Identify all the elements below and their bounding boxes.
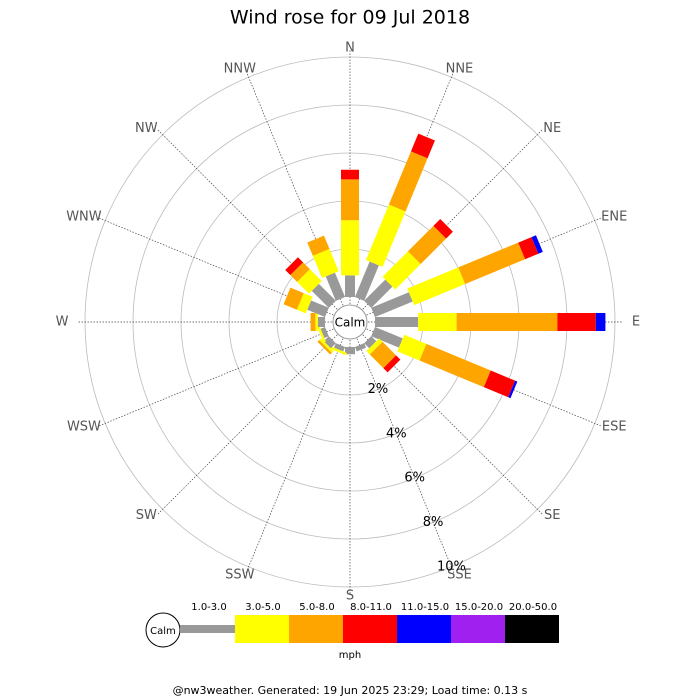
wind-bar <box>508 380 518 399</box>
wind-bar <box>317 317 325 327</box>
wind-bar <box>595 313 606 331</box>
direction-label: ENE <box>601 210 627 225</box>
ring-label: 2% <box>368 382 389 397</box>
wind-bar <box>311 283 336 308</box>
legend-calm-label: Calm <box>150 626 176 637</box>
wind-bar <box>382 251 421 290</box>
wind-bar <box>315 313 318 331</box>
wind-bar <box>307 235 330 256</box>
direction-label: NNE <box>446 61 474 76</box>
wind-bar <box>283 287 304 310</box>
direction-label: NW <box>135 121 158 136</box>
direction-label: SSW <box>225 568 255 583</box>
wind-bar <box>297 269 322 294</box>
legend-label: 8.0-11.0 <box>350 602 392 613</box>
direction-label: NE <box>543 121 561 136</box>
footer: @nw3weather. Generated: 19 Jun 2025 23:2… <box>173 684 528 697</box>
legend-label: 15.0-20.0 <box>455 602 503 613</box>
calm-circle <box>332 304 368 340</box>
ring-label: 8% <box>423 515 444 530</box>
wind-bar <box>419 343 491 388</box>
legend-swatch <box>343 615 397 643</box>
wind-bar <box>345 275 355 297</box>
wind-bar <box>369 341 397 369</box>
wind-bar <box>483 370 516 398</box>
wind-bar <box>341 169 359 180</box>
wind-bar <box>383 355 401 373</box>
wind-bar <box>388 151 428 212</box>
wind-bar <box>345 347 355 355</box>
wind-bar <box>329 346 347 356</box>
legend-label: 3.0-5.0 <box>245 602 280 613</box>
legend-swatch <box>180 625 235 633</box>
legend-swatch <box>451 615 505 643</box>
calm-label: Calm <box>335 316 366 330</box>
legend-swatch <box>235 615 289 643</box>
wind-bar <box>319 338 334 353</box>
direction-label: S <box>346 589 354 604</box>
wind-bar <box>531 235 543 254</box>
legend-swatch <box>505 615 559 643</box>
wind-bar <box>375 317 419 327</box>
wind-bar <box>418 313 457 331</box>
wind-bar <box>364 336 377 349</box>
ring-label: 6% <box>404 471 425 486</box>
wind-bar <box>364 279 393 308</box>
wind-bar <box>518 237 539 260</box>
legend-label: 5.0-8.0 <box>299 602 334 613</box>
wind-bar <box>366 338 383 355</box>
wind-bar <box>397 334 427 361</box>
legend-swatch <box>289 615 343 643</box>
wind-bar <box>365 204 406 267</box>
wind-bar <box>341 179 359 221</box>
ring-label: 10% <box>437 559 466 574</box>
spoke <box>98 321 351 427</box>
wind-bar <box>285 257 304 276</box>
wind-bar <box>433 219 453 239</box>
wind-bar <box>333 343 346 352</box>
wind-bar <box>325 272 346 301</box>
wind-bar <box>290 262 310 282</box>
wind-bar <box>341 220 359 276</box>
wind-bar <box>354 261 379 301</box>
wind-bar <box>410 133 435 159</box>
wind-bar <box>320 326 329 339</box>
direction-label: ESE <box>602 419 627 434</box>
wind-bar <box>407 267 466 306</box>
wind-bar <box>310 313 316 331</box>
wind-bar <box>371 292 413 318</box>
wind-bar <box>354 343 367 352</box>
direction-label: SW <box>136 508 157 523</box>
spoke <box>245 321 351 574</box>
wind-bar <box>316 325 326 343</box>
wind-bar <box>407 225 447 265</box>
chart-title: Wind rose for 09 Jul 2018 <box>230 7 470 29</box>
legend-label: 1.0-3.0 <box>191 602 226 613</box>
direction-label: W <box>56 315 69 330</box>
ring-label: 4% <box>386 426 407 441</box>
wind-bar <box>317 340 332 355</box>
wind-bar <box>312 248 339 278</box>
wind-bar <box>371 326 403 348</box>
wind-bar <box>557 313 596 331</box>
spoke <box>157 321 351 515</box>
direction-label: NNW <box>224 61 256 76</box>
direction-label: SE <box>544 508 560 523</box>
wind-bar <box>296 293 313 314</box>
direction-label: SSE <box>447 568 472 583</box>
wind-bar <box>307 300 329 318</box>
wind-bar <box>458 242 526 285</box>
legend-swatch <box>397 615 451 643</box>
direction-label: WSW <box>67 419 101 434</box>
direction-label: WNW <box>66 210 102 225</box>
wind-bar <box>323 336 336 349</box>
legend-unit: mph <box>339 650 361 661</box>
legend-label: 20.0-50.0 <box>509 602 557 613</box>
direction-label: N <box>345 41 355 56</box>
legend-label: 11.0-15.0 <box>401 602 449 613</box>
direction-label: E <box>632 315 640 330</box>
wind-bar <box>456 313 558 331</box>
spoke <box>349 321 455 574</box>
